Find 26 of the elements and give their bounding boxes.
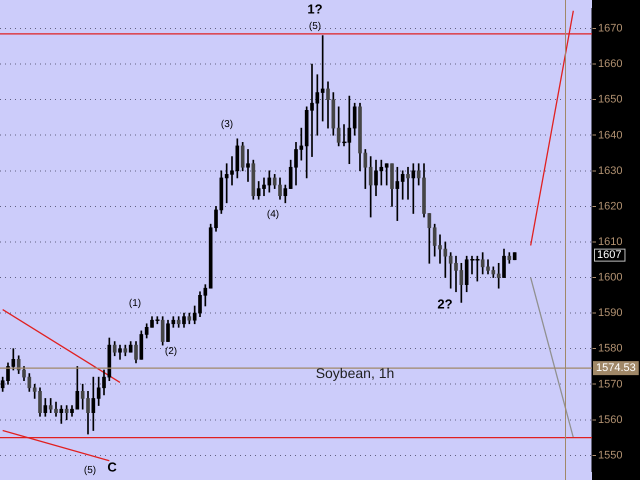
annotation: (3): [220, 118, 234, 130]
ref-line-label: 1574.53: [596, 362, 636, 374]
y-tick-label: 1640: [598, 129, 622, 142]
y-tick-label: 1620: [598, 200, 622, 212]
y-tick-label: 1660: [598, 58, 622, 70]
candlestick: [246, 149, 250, 182]
y-tick-label: 1650: [598, 94, 622, 106]
y-tick-label: 1630: [598, 164, 622, 177]
annotation: C: [107, 460, 118, 475]
y-tick-label: 1610: [598, 236, 622, 248]
y-tick-label: 1600: [598, 272, 622, 284]
y-tick-label: 1590: [598, 307, 622, 320]
y-tick-label: 1580: [598, 342, 622, 355]
annotation: Soybean, 1h: [316, 364, 394, 381]
annotation: (5): [84, 464, 96, 476]
y-tick-label: 1570: [598, 378, 622, 390]
annotation: (5): [308, 20, 322, 32]
annotation: 2?: [437, 296, 453, 312]
y-tick-label: 1560: [598, 414, 622, 426]
annotation: (1): [128, 298, 142, 309]
y-tick-label: 1550: [598, 449, 622, 462]
annotation: 1?: [307, 2, 323, 17]
annotation: (4): [266, 208, 280, 220]
text: 1607: [597, 249, 622, 262]
y-tick-label: 1670: [598, 22, 622, 35]
annotation: (2): [164, 346, 178, 357]
